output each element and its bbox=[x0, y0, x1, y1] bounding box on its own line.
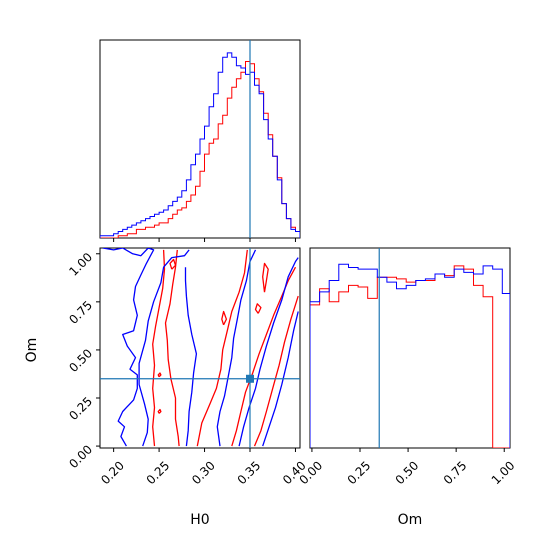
h0-histogram-series-red bbox=[100, 61, 300, 238]
contour-red-8 bbox=[157, 372, 162, 378]
joint-contours bbox=[102, 248, 299, 447]
x-tick-label-h0: 0.20 bbox=[98, 458, 127, 487]
contour-red-1 bbox=[164, 249, 180, 447]
h0-histogram bbox=[100, 52, 300, 238]
y-tick-label-om: 0.00 bbox=[66, 442, 95, 471]
x-tick-label-h0: 0.30 bbox=[189, 458, 218, 487]
y-tick-label-om: 0.75 bbox=[66, 298, 95, 327]
x-tick-label-om: 0.50 bbox=[393, 458, 422, 487]
contour-blue-0 bbox=[102, 248, 155, 447]
contour-blue-3 bbox=[216, 249, 257, 447]
contour-red-7 bbox=[254, 303, 262, 314]
x-tick-label-om: 1.00 bbox=[489, 458, 518, 487]
y-tick-label-om: 0.25 bbox=[66, 394, 95, 423]
y-axis-label-om: Om bbox=[24, 338, 40, 363]
om-histogram-series-blue bbox=[310, 263, 510, 448]
om-histogram-series-red bbox=[310, 265, 510, 448]
contour-red-9 bbox=[157, 408, 162, 414]
contour-blue-1 bbox=[138, 249, 190, 447]
truth-lines bbox=[100, 40, 380, 448]
om-histogram bbox=[310, 263, 510, 448]
x-axis-label-om: Om bbox=[398, 512, 423, 528]
contour-red-4 bbox=[253, 295, 299, 447]
y-tick-label-om: 1.00 bbox=[66, 250, 95, 279]
contour-blue-4 bbox=[238, 257, 299, 447]
contour-red-6 bbox=[221, 310, 228, 326]
contour-red-2 bbox=[196, 249, 248, 447]
contour-red-5 bbox=[262, 262, 269, 293]
y-tick-label-om: 0.50 bbox=[66, 346, 95, 375]
contour-red-0 bbox=[152, 249, 166, 447]
x-tick-label-h0: 0.25 bbox=[144, 458, 173, 487]
contour-red-10 bbox=[169, 258, 177, 270]
om-histogram-frame bbox=[309, 247, 511, 449]
x-tick-label-h0: 0.35 bbox=[235, 458, 264, 487]
contour-blue-2 bbox=[184, 267, 198, 447]
x-tick-label-om: 0.25 bbox=[345, 458, 374, 487]
truth-point bbox=[246, 374, 254, 383]
x-tick-label-om: 0.75 bbox=[441, 458, 470, 487]
joint-contour-frame bbox=[99, 247, 301, 449]
h0-histogram-series-blue bbox=[100, 52, 300, 238]
contour-blue-5 bbox=[262, 311, 299, 447]
x-axis-label-h0: H0 bbox=[190, 512, 209, 528]
